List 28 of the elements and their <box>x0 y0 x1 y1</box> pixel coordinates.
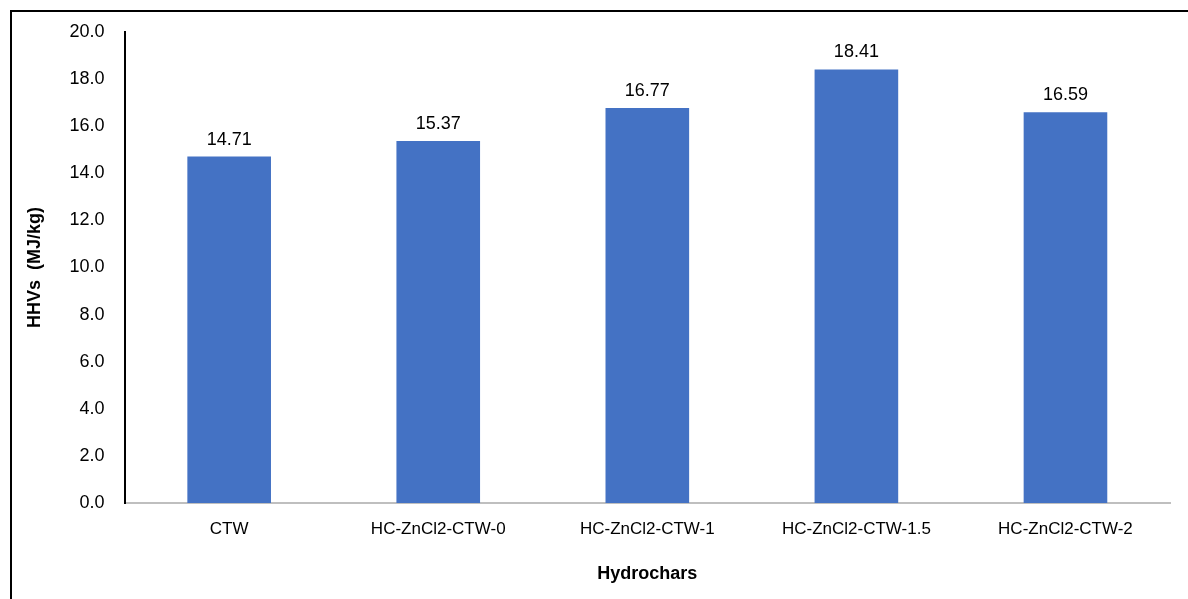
x-axis-title: Hydrochars <box>597 563 698 584</box>
y-tick-label: 10.0 <box>69 256 105 277</box>
y-axis-title: HHVs (MJ/kg) <box>23 206 44 329</box>
bar <box>605 108 690 503</box>
y-tick-label: 16.0 <box>69 115 105 136</box>
y-tick-label: 8.0 <box>79 303 105 324</box>
y-tick-label: 0.0 <box>79 491 105 512</box>
bar <box>396 141 481 503</box>
x-tick-label: HC-ZnCl2-CTW-0 <box>370 518 506 538</box>
bar <box>187 156 271 503</box>
y-tick-label: 20.0 <box>69 20 105 41</box>
y-tick-label: 2.0 <box>79 444 105 465</box>
y-tick-label: 4.0 <box>79 397 105 418</box>
data-label: 16.77 <box>624 80 670 101</box>
bar <box>1023 112 1108 503</box>
x-tick-label: HC-ZnCl2-CTW-2 <box>998 518 1133 538</box>
bar <box>814 69 899 503</box>
y-tick-label: 14.0 <box>69 162 105 183</box>
data-label: 14.71 <box>206 128 252 149</box>
y-tick-label: 6.0 <box>79 350 105 371</box>
y-tick-label: 18.0 <box>69 68 105 89</box>
x-tick-label: HC-ZnCl2-CTW-1.5 <box>781 518 931 538</box>
x-tick-label: HC-ZnCl2-CTW-1 <box>579 518 715 538</box>
x-tick-label: CTW <box>209 518 249 538</box>
data-label: 16.59 <box>1042 84 1088 105</box>
data-label: 15.37 <box>415 113 461 134</box>
y-tick-label: 12.0 <box>69 209 105 230</box>
data-label: 18.41 <box>833 41 879 62</box>
